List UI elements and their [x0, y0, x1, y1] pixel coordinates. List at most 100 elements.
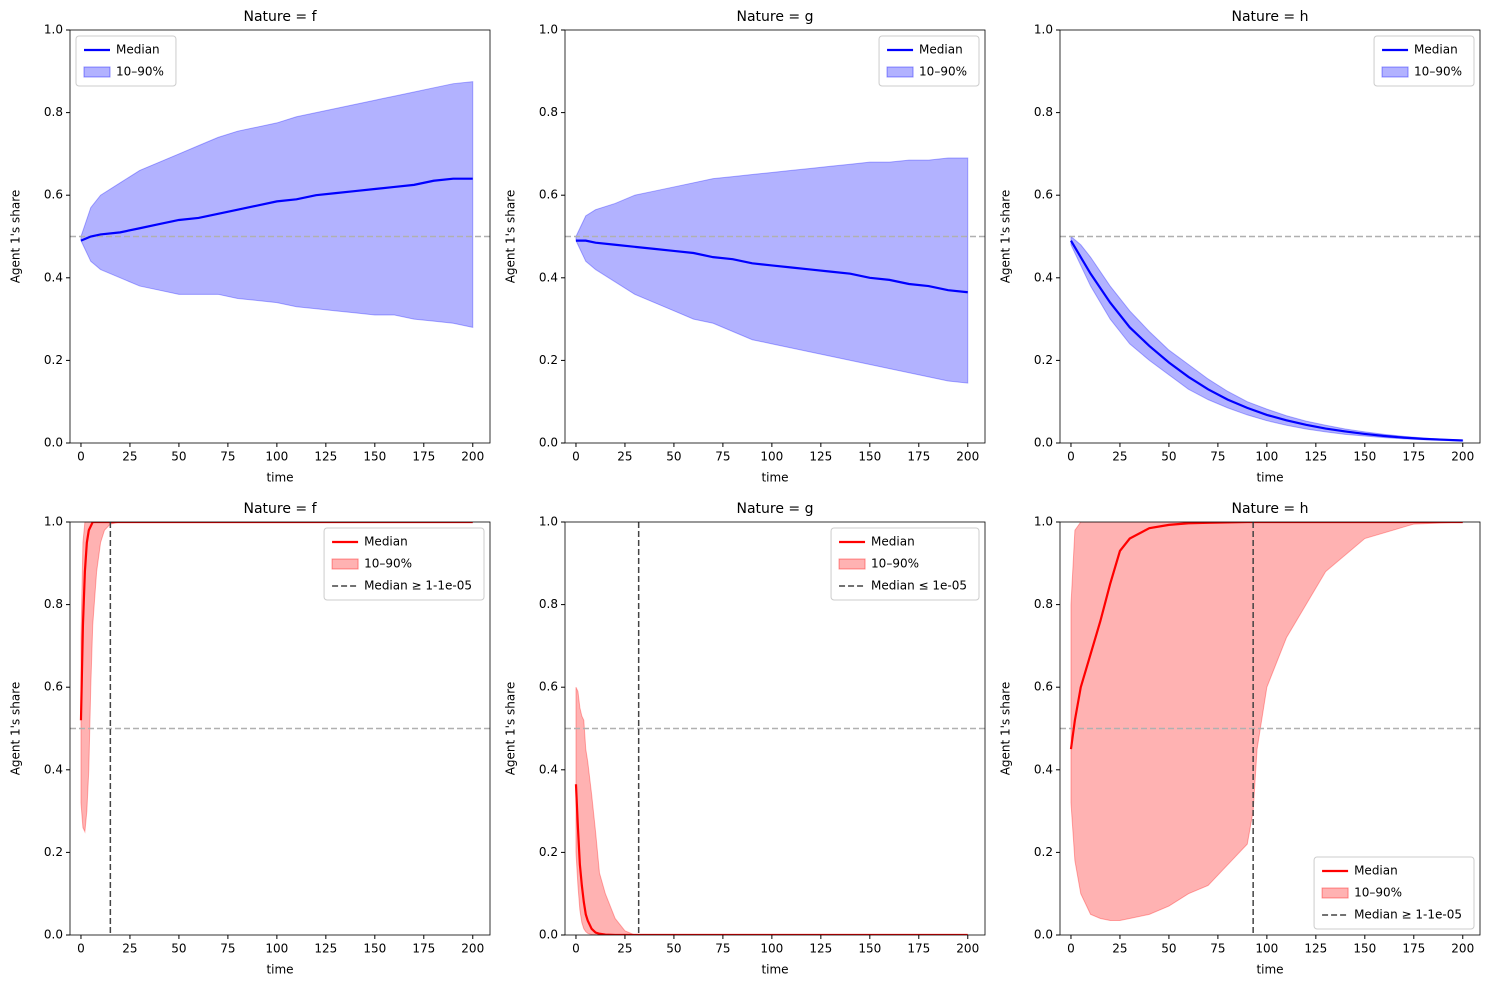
- legend-box: [75, 35, 177, 87]
- legend: Median 10–90% Median ≤ 1e-05: [830, 527, 980, 601]
- y-tick-label: 1.0: [1034, 23, 1053, 37]
- x-tick-label: 200: [461, 450, 484, 464]
- axes-frame: [564, 521, 986, 936]
- median-line: [1069, 522, 1463, 750]
- axes-frame: [564, 29, 986, 444]
- legend-label: 10–90%: [871, 557, 919, 571]
- y-tick-label: 0.2: [1034, 845, 1053, 859]
- x-tick-label: 125: [314, 942, 337, 956]
- x-tick-label: 50: [1161, 450, 1176, 464]
- legend-box: [323, 527, 485, 601]
- legend-label: Median: [871, 535, 915, 549]
- band: [575, 157, 969, 384]
- legend-swatch: [1381, 66, 1409, 78]
- x-tick-label: 175: [412, 942, 435, 956]
- y-tick-label: 1.0: [1034, 515, 1053, 529]
- x-tick-label: 150: [1353, 450, 1376, 464]
- x-tick-label: 50: [1161, 942, 1176, 956]
- x-tick-label: 75: [220, 450, 235, 464]
- y-tick-label: 0.4: [44, 270, 63, 284]
- y-axis-label: Agent 1's share: [999, 682, 1013, 776]
- plot-area: [70, 81, 490, 328]
- legend-label: Median: [1414, 43, 1458, 57]
- x-tick-label: 25: [1112, 942, 1127, 956]
- legend: Median 10–90% Median ≥ 1-1e-05: [1313, 856, 1475, 930]
- y-tick-label: 0.0: [44, 928, 63, 942]
- y-tick-label: 1.0: [44, 515, 63, 529]
- y-axis-label: Agent 1's share: [9, 190, 23, 284]
- x-tick-label: 100: [265, 450, 288, 464]
- x-tick-label: 125: [314, 450, 337, 464]
- plot-area: [1060, 522, 1480, 935]
- subplot: 0 25 50 75 100 125 150 175 200 0.0 0.2 0.4 0.6 0.8 1.0…: [999, 501, 1481, 977]
- legend-label: 10–90%: [116, 65, 164, 79]
- legend-label: Median: [919, 43, 963, 57]
- x-tick-label: 100: [760, 942, 783, 956]
- x-tick-label: 175: [412, 450, 435, 464]
- legend-label: Median ≥ 1-1e-05: [364, 579, 472, 593]
- y-tick-label: 0.4: [539, 270, 558, 284]
- plot-area: [565, 522, 985, 935]
- x-tick-label: 125: [1304, 450, 1327, 464]
- x-tick-label: 150: [858, 450, 881, 464]
- chart-title: Nature = g: [737, 501, 814, 517]
- legend-label: Median: [364, 535, 408, 549]
- legend-swatch: [83, 66, 111, 78]
- legend: Median 10–90%: [1373, 35, 1475, 87]
- x-tick-label: 200: [956, 450, 979, 464]
- x-tick-label: 100: [760, 450, 783, 464]
- y-tick-label: 0.8: [539, 105, 558, 119]
- subplot: 0 25 50 75 100 125 150 175 200 0.0 0.2 0.4 0.6 0.8 1.0…: [9, 9, 491, 485]
- x-axis-label: time: [1256, 963, 1283, 977]
- y-tick-label: 0.0: [539, 928, 558, 942]
- y-tick-label: 0.8: [44, 105, 63, 119]
- y-axis-label: Agent 1's share: [504, 682, 518, 776]
- axes-frame: [69, 521, 491, 936]
- y-axis-label: Agent 1's share: [9, 682, 23, 776]
- median-line: [80, 177, 473, 242]
- plot-area: [565, 157, 985, 384]
- x-tick-label: 75: [1210, 450, 1225, 464]
- x-tick-label: 200: [956, 942, 979, 956]
- x-tick-label: 100: [1255, 450, 1278, 464]
- y-axis-label: Agent 1's share: [999, 190, 1013, 284]
- x-tick-label: 175: [1402, 942, 1425, 956]
- legend: Median 10–90%: [878, 35, 980, 87]
- median-line: [1070, 240, 1463, 442]
- x-tick-label: 150: [858, 942, 881, 956]
- y-tick-label: 0.4: [44, 762, 63, 776]
- x-tick-label: 75: [715, 450, 730, 464]
- band: [575, 686, 968, 935]
- x-tick-label: 0: [77, 450, 85, 464]
- legend-swatch: [838, 558, 866, 570]
- x-tick-label: 75: [715, 942, 730, 956]
- y-tick-label: 0.6: [1034, 680, 1053, 694]
- y-tick-label: 0.8: [44, 597, 63, 611]
- median-line: [575, 239, 968, 294]
- legend-label: Median ≥ 1-1e-05: [1354, 908, 1462, 922]
- legend-label: 10–90%: [1414, 65, 1462, 79]
- x-tick-label: 50: [171, 450, 186, 464]
- x-tick-label: 200: [1451, 942, 1474, 956]
- legend-box: [830, 527, 980, 601]
- legend-label: 10–90%: [919, 65, 967, 79]
- y-tick-label: 0.4: [1034, 270, 1053, 284]
- x-tick-label: 200: [461, 942, 484, 956]
- median-line: [79, 522, 473, 721]
- y-tick-label: 1.0: [44, 23, 63, 37]
- x-tick-label: 25: [617, 450, 632, 464]
- y-tick-label: 0.0: [44, 436, 63, 450]
- x-tick-label: 100: [265, 942, 288, 956]
- y-tick-label: 1.0: [539, 23, 558, 37]
- legend-box: [1373, 35, 1475, 87]
- legend-label: Median: [1354, 864, 1398, 878]
- axes-frame: [1059, 521, 1481, 936]
- x-tick-label: 0: [77, 942, 85, 956]
- legend-box: [1313, 856, 1475, 930]
- x-axis-label: time: [761, 471, 788, 485]
- x-tick-label: 125: [809, 942, 832, 956]
- y-tick-label: 0.2: [539, 353, 558, 367]
- band: [80, 81, 474, 328]
- y-tick-label: 0.0: [539, 436, 558, 450]
